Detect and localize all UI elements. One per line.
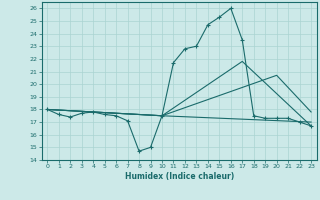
X-axis label: Humidex (Indice chaleur): Humidex (Indice chaleur) [124, 172, 234, 181]
